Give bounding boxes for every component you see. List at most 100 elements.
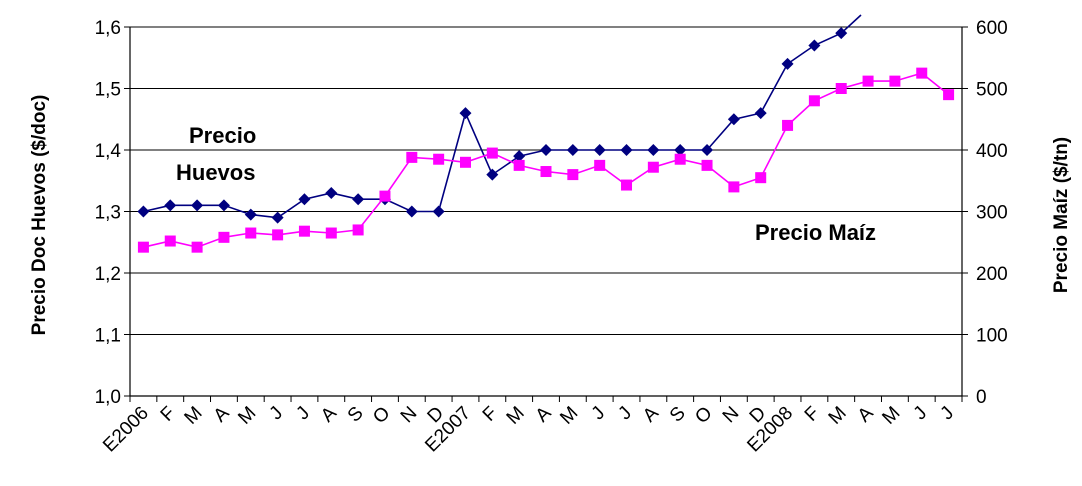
x-tick-label: A [210, 402, 234, 426]
data-point [566, 144, 579, 156]
x-tick-label: M [556, 403, 582, 429]
data-point [244, 208, 257, 221]
data-point [298, 193, 311, 206]
x-tick-label: J [937, 403, 959, 425]
data-point [164, 199, 177, 212]
x-tick-label: A [317, 402, 341, 426]
series-group [137, 14, 955, 253]
annotation-precio-huevos-line2: Huevos [176, 160, 255, 185]
x-tick-label: M [503, 403, 529, 429]
annotation-precio-maiz: Precio Maíz [755, 220, 876, 245]
left-tick-label: 1,4 [95, 141, 122, 162]
data-point [916, 67, 928, 79]
left-tick-label: 1,2 [95, 264, 121, 285]
data-point [593, 144, 606, 156]
x-tick-label: J [614, 403, 636, 425]
data-point [781, 57, 794, 70]
data-point [621, 179, 633, 191]
data-point [406, 151, 418, 163]
annotation-precio-huevos-line1: Precio [189, 123, 256, 148]
x-tick-label: A [854, 402, 878, 426]
x-tick-label: F [479, 403, 502, 426]
data-point [647, 161, 659, 173]
right-tick-label: 400 [976, 141, 1008, 162]
x-tick-label: O [369, 403, 394, 428]
data-point [459, 107, 472, 120]
data-point [674, 144, 687, 156]
data-point [459, 156, 471, 168]
left-axis-title: Precio Doc Huevos ($/doc) [29, 95, 50, 336]
data-point [164, 235, 176, 247]
data-point [191, 241, 203, 253]
data-point [943, 89, 955, 101]
data-point [486, 168, 499, 181]
data-point [594, 159, 606, 171]
data-point [701, 144, 714, 156]
right-tick-label: 600 [976, 18, 1008, 39]
gridlines [130, 26, 962, 335]
data-point [486, 147, 498, 159]
x-tick-label: M [234, 403, 260, 429]
x-tick-label: O [691, 403, 716, 428]
data-point [808, 95, 820, 107]
data-point [540, 166, 552, 178]
right-tick-label: 0 [976, 387, 987, 408]
data-point [271, 211, 284, 224]
data-point [513, 150, 526, 163]
data-point [540, 144, 552, 156]
x-tick-label: S [344, 403, 368, 427]
x-tick-label: J [588, 403, 610, 425]
data-point [405, 205, 418, 218]
right-tick-label: 200 [976, 264, 1008, 285]
left-tick-label: 1,6 [95, 18, 121, 39]
right-tick-label: 300 [976, 203, 1008, 224]
left-tick-label: 1,3 [95, 203, 121, 224]
x-tick-label: A [639, 402, 663, 426]
right-tick-label: 100 [976, 326, 1008, 347]
data-point [245, 227, 257, 239]
data-point [513, 159, 525, 171]
x-tick-label: M [825, 403, 851, 429]
data-point [191, 199, 204, 212]
data-point [325, 227, 337, 239]
data-point [755, 172, 767, 184]
series-line [143, 14, 862, 219]
right-tick-label: 500 [976, 80, 1008, 101]
data-point [379, 190, 391, 202]
data-point [433, 153, 445, 165]
x-tick-label: F [801, 403, 824, 426]
data-point [701, 159, 713, 171]
data-point [889, 75, 901, 87]
x-tick-label: J [910, 403, 932, 425]
x-tick-label: M [878, 403, 904, 429]
data-point [272, 229, 284, 241]
x-tick-label: E2006 [99, 403, 153, 457]
left-tick-label: 1,1 [95, 326, 121, 347]
right-axis-title: Precio Maíz ($/tn) [1051, 137, 1072, 293]
x-tick-label: S [666, 403, 690, 427]
data-point [620, 144, 633, 156]
x-tick-label: J [292, 403, 314, 425]
data-point [862, 75, 874, 87]
data-point [835, 83, 847, 94]
data-point [808, 39, 821, 52]
data-point [727, 113, 740, 126]
data-point [217, 199, 230, 212]
axes [124, 26, 968, 402]
x-tick-label: N [719, 403, 744, 428]
data-point [325, 187, 338, 200]
left-tick-label: 1,0 [95, 387, 121, 408]
left-tick-label: 1,5 [95, 80, 121, 101]
data-point [728, 181, 740, 193]
data-point [835, 27, 848, 40]
x-tick-label: F [157, 403, 180, 426]
data-point [352, 224, 364, 236]
data-point [352, 193, 365, 206]
data-point [137, 205, 150, 218]
data-point [567, 169, 579, 181]
data-point [432, 205, 445, 218]
data-point [298, 225, 310, 237]
x-tick-label: N [397, 403, 422, 428]
data-point [137, 241, 149, 253]
